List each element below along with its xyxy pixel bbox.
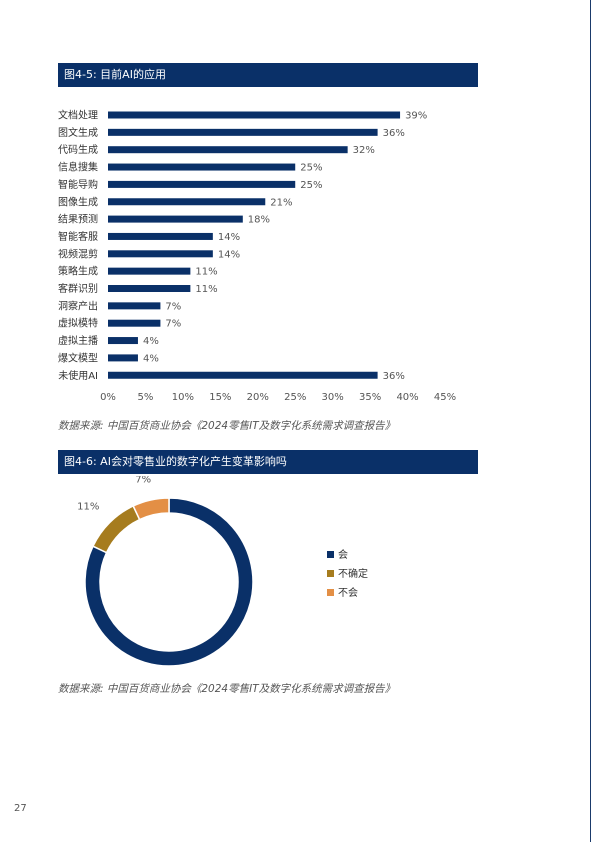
donut-slice bbox=[84, 497, 254, 667]
x-tick-label: 10% bbox=[172, 392, 194, 403]
bar bbox=[108, 146, 348, 154]
x-tick-label: 15% bbox=[209, 392, 231, 403]
x-tick-label: 45% bbox=[434, 392, 456, 403]
category-label: 客群识别 bbox=[58, 282, 98, 295]
value-label: 14% bbox=[218, 232, 240, 243]
bar bbox=[108, 267, 191, 275]
value-label: 36% bbox=[383, 371, 405, 382]
legend-swatch bbox=[327, 551, 334, 558]
x-tick-label: 20% bbox=[247, 392, 269, 403]
source-note-1: 数据来源: 中国百货商业协会《2024零售IT及数字化系统需求调查报告》 bbox=[58, 420, 396, 432]
bar bbox=[108, 232, 213, 240]
category-label: 信息搜集 bbox=[58, 161, 98, 174]
page-edge-rule bbox=[590, 0, 591, 842]
donut-slice bbox=[132, 497, 170, 521]
category-label: 智能导购 bbox=[58, 178, 98, 191]
x-tick-label: 40% bbox=[396, 392, 418, 403]
legend-label: 不确定 bbox=[338, 567, 368, 580]
value-label: 14% bbox=[218, 249, 240, 260]
value-label: 25% bbox=[300, 180, 322, 191]
source-note-2: 数据来源: 中国百货商业协会《2024零售IT及数字化系统需求调查报告》 bbox=[58, 683, 396, 695]
value-label: 32% bbox=[353, 145, 375, 156]
bar bbox=[108, 337, 138, 345]
figure-title-ai-applications: 图4-5: 目前AI的应用 bbox=[58, 63, 478, 87]
legend-label: 会 bbox=[338, 548, 348, 561]
category-label: 未使用AI bbox=[58, 369, 98, 382]
bar bbox=[108, 111, 401, 119]
category-label: 智能客服 bbox=[58, 230, 98, 243]
figure-title-ai-impact: 图4-6: AI会对零售业的数字化产生变革影响吗 bbox=[58, 450, 478, 474]
legend-swatch bbox=[327, 589, 334, 596]
category-label: 洞察产出 bbox=[58, 299, 98, 312]
value-label: 4% bbox=[143, 336, 159, 347]
category-label: 代码生成 bbox=[58, 143, 98, 156]
value-label: 25% bbox=[300, 163, 322, 174]
value-label: 36% bbox=[383, 128, 405, 139]
value-label: 11% bbox=[195, 284, 217, 295]
value-label: 18% bbox=[248, 215, 270, 226]
category-label: 图像生成 bbox=[58, 195, 98, 208]
category-label: 虚拟模特 bbox=[58, 317, 98, 330]
slice-value-label: 7% bbox=[135, 476, 151, 485]
donut-slice bbox=[91, 504, 141, 554]
x-tick-label: 35% bbox=[359, 392, 381, 403]
category-label: 视频混剪 bbox=[58, 247, 98, 260]
x-tick-label: 5% bbox=[138, 392, 154, 403]
value-label: 39% bbox=[405, 111, 427, 122]
value-label: 7% bbox=[165, 319, 181, 330]
category-label: 策略生成 bbox=[58, 265, 98, 278]
bar bbox=[108, 163, 296, 171]
bar bbox=[108, 180, 296, 188]
bar-chart-ai-applications: 文档处理 39% 图文生成 36% 代码生成 32% 信息搜集 25% 智能导购 25% 图像生成 2… bbox=[58, 109, 456, 404]
bar bbox=[108, 198, 266, 206]
legend-swatch bbox=[327, 570, 334, 577]
value-label: 4% bbox=[143, 353, 159, 364]
category-label: 结果预测 bbox=[58, 213, 98, 226]
bar bbox=[108, 302, 161, 310]
category-label: 文档处理 bbox=[58, 109, 98, 122]
legend-label: 不会 bbox=[338, 586, 358, 599]
category-label: 虚拟主播 bbox=[58, 334, 98, 347]
page-number: 27 bbox=[14, 803, 27, 814]
x-tick-label: 0% bbox=[100, 392, 116, 403]
bar bbox=[108, 285, 191, 292]
bar bbox=[108, 319, 161, 327]
value-label: 7% bbox=[165, 301, 181, 312]
slice-value-label: 11% bbox=[77, 501, 99, 512]
bar bbox=[108, 371, 378, 379]
x-tick-label: 25% bbox=[284, 392, 306, 403]
bar bbox=[108, 354, 138, 362]
category-label: 爆文模型 bbox=[58, 351, 98, 364]
bar bbox=[108, 215, 243, 223]
value-label: 21% bbox=[270, 197, 292, 208]
category-label: 图文生成 bbox=[58, 126, 98, 139]
x-tick-label: 30% bbox=[322, 392, 344, 403]
bar bbox=[108, 128, 378, 136]
value-label: 11% bbox=[195, 267, 217, 278]
bar bbox=[108, 250, 213, 258]
